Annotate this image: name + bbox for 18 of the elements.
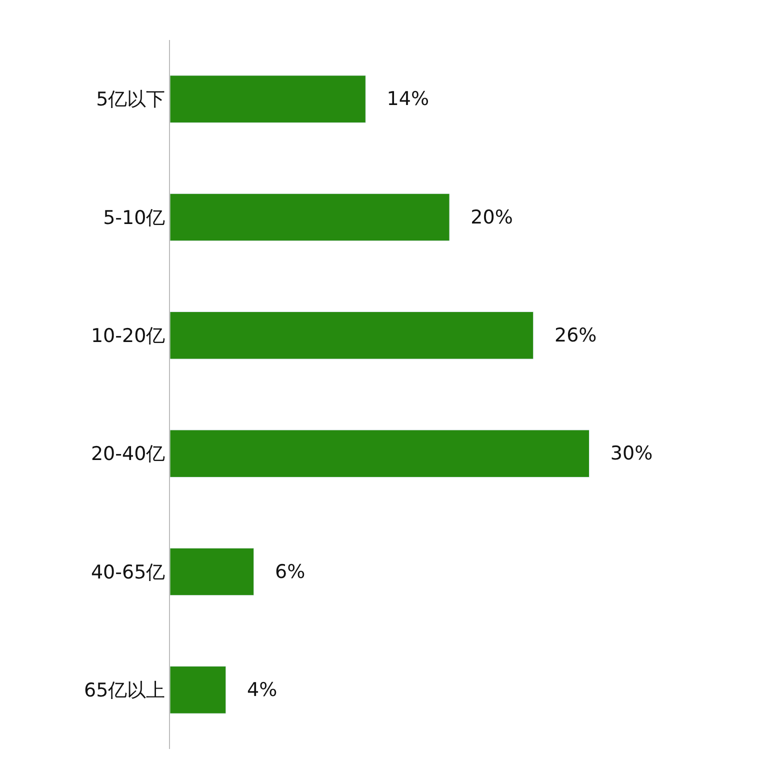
data-label: 14% (368, 88, 430, 110)
y-tick-label: 20-40亿 (90, 443, 166, 466)
y-tick-label: 5-10亿 (103, 206, 166, 229)
bar (170, 430, 590, 478)
bar (170, 312, 534, 360)
data-label: 20% (452, 206, 513, 228)
bar (170, 666, 226, 714)
data-label: 6% (256, 560, 306, 583)
data-label: 4% (228, 678, 278, 701)
data-label: 30% (592, 442, 653, 465)
bar (170, 75, 366, 123)
bar (170, 193, 450, 242)
y-tick-label: 65亿以上 (84, 680, 166, 702)
y-tick-label: 40-65亿 (90, 561, 166, 584)
data-label: 26% (536, 324, 597, 346)
bar (170, 548, 254, 596)
y-tick-label: 5亿以下 (96, 88, 166, 111)
y-tick-label: 10-20亿 (90, 325, 166, 348)
